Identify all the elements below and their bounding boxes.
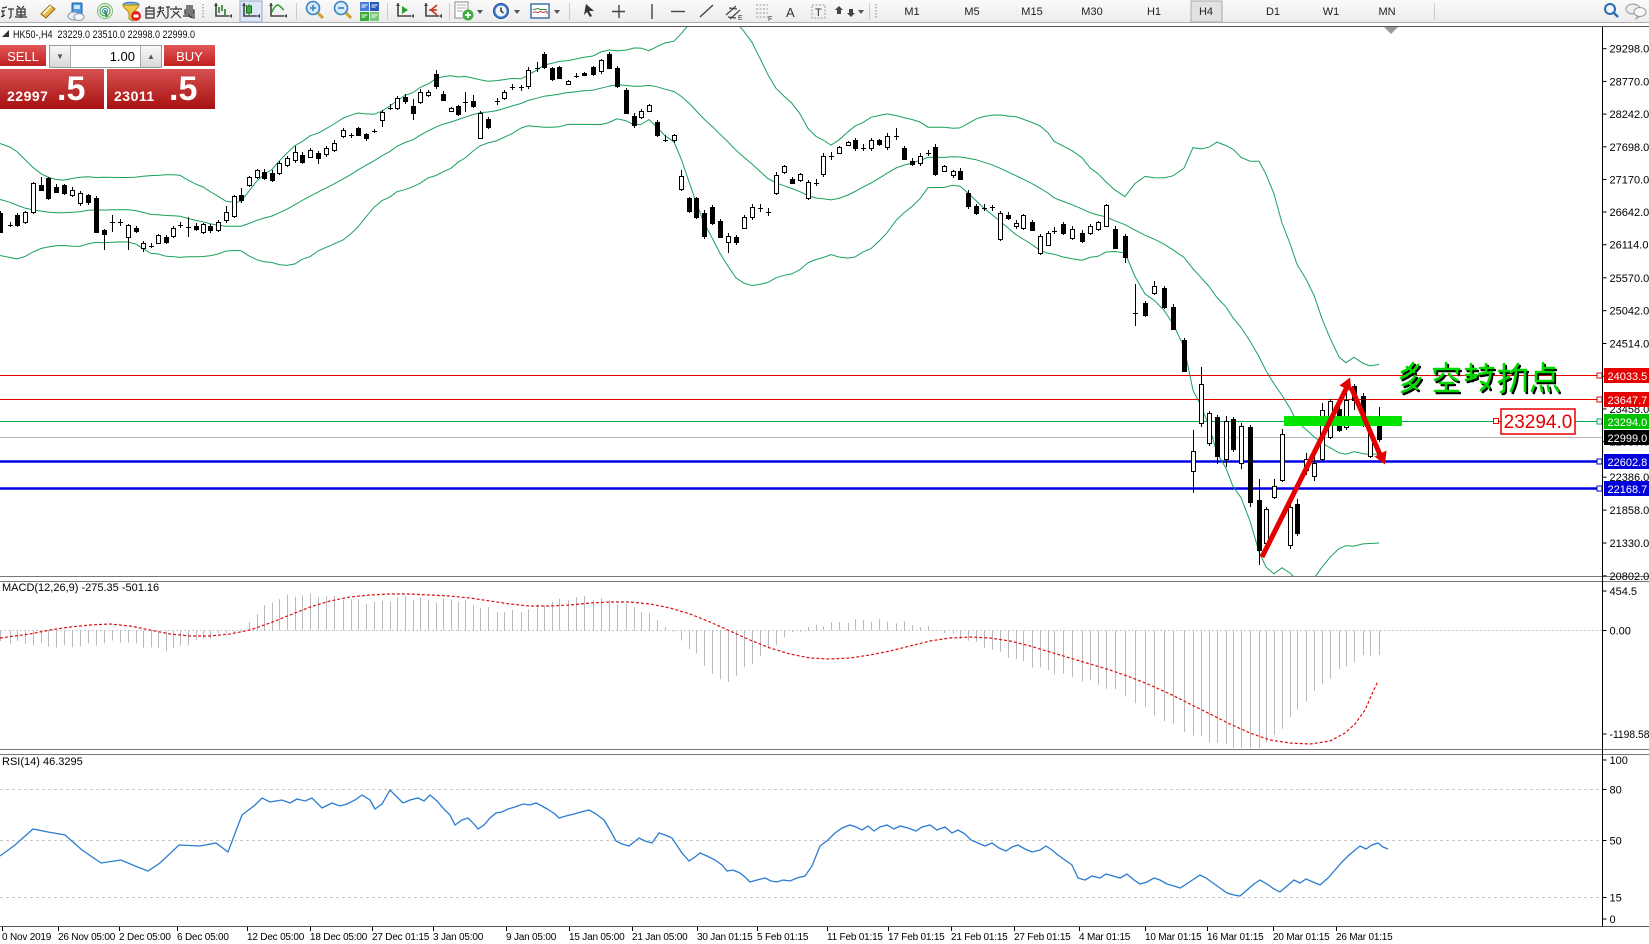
svg-text:454.5: 454.5 (1610, 586, 1638, 598)
svg-text:M5: M5 (964, 6, 979, 18)
svg-text:25042.0: 25042.0 (1610, 306, 1649, 318)
svg-text:100: 100 (1610, 755, 1628, 767)
svg-text:0 Nov 2019: 0 Nov 2019 (2, 932, 52, 943)
svg-text:24033.5: 24033.5 (1608, 371, 1648, 383)
svg-text:26642.0: 26642.0 (1610, 207, 1649, 219)
svg-text:21858.0: 21858.0 (1610, 505, 1649, 517)
svg-text:3 Jan 05:00: 3 Jan 05:00 (433, 932, 484, 943)
svg-text:0: 0 (1610, 914, 1616, 926)
svg-text:11 Feb 01:15: 11 Feb 01:15 (827, 932, 883, 943)
svg-text:W1: W1 (1323, 6, 1340, 18)
svg-text:5 Feb 01:15: 5 Feb 01:15 (757, 932, 809, 943)
svg-text:26 Nov 05:00: 26 Nov 05:00 (58, 932, 116, 943)
svg-text:27 Dec 01:15: 27 Dec 01:15 (372, 932, 430, 943)
svg-text:21 Jan 05:00: 21 Jan 05:00 (632, 932, 688, 943)
svg-text:H4: H4 (1199, 6, 1213, 18)
svg-text:T: T (815, 7, 822, 19)
svg-text:80: 80 (1610, 785, 1622, 797)
svg-text:28242.0: 28242.0 (1610, 109, 1649, 121)
svg-text:29298.0: 29298.0 (1610, 44, 1649, 56)
svg-text:22168.7: 22168.7 (1608, 484, 1648, 496)
svg-text:50: 50 (1610, 836, 1622, 848)
svg-text:20 Mar 01:15: 20 Mar 01:15 (1273, 932, 1330, 943)
svg-text:E: E (738, 15, 743, 22)
svg-text:4 Mar 01:15: 4 Mar 01:15 (1079, 932, 1131, 943)
svg-text:22602.8: 22602.8 (1608, 457, 1648, 469)
svg-text:9 Jan 05:00: 9 Jan 05:00 (506, 932, 557, 943)
svg-text:28770.0: 28770.0 (1610, 76, 1649, 88)
svg-text:D1: D1 (1266, 6, 1280, 18)
svg-text:27 Feb 01:15: 27 Feb 01:15 (1014, 932, 1071, 943)
svg-text:27698.0: 27698.0 (1610, 142, 1649, 154)
svg-text:27170.0: 27170.0 (1610, 174, 1649, 186)
svg-text:HK50-,H4 23229.0 23510.0 2299: HK50-,H4 23229.0 23510.0 22998.0 22999.0 (13, 29, 195, 41)
svg-text:16 Mar 01:15: 16 Mar 01:15 (1207, 932, 1264, 943)
svg-text:21330.0: 21330.0 (1610, 538, 1649, 550)
svg-text:15 Jan 05:00: 15 Jan 05:00 (569, 932, 625, 943)
svg-text:24514.0: 24514.0 (1610, 339, 1649, 351)
svg-text:26 Mar 01:15: 26 Mar 01:15 (1336, 932, 1393, 943)
svg-text:30 Jan 01:15: 30 Jan 01:15 (697, 932, 753, 943)
svg-text:H1: H1 (1147, 6, 1161, 18)
svg-text:23294.0: 23294.0 (1504, 412, 1573, 433)
svg-text:A: A (786, 5, 795, 20)
svg-text:M30: M30 (1081, 6, 1102, 18)
svg-text:21 Feb 01:15: 21 Feb 01:15 (951, 932, 1008, 943)
svg-text:MACD(12,26,9) -275.35 -501.16: MACD(12,26,9) -275.35 -501.16 (2, 582, 159, 594)
svg-text:22999.0: 22999.0 (1608, 433, 1648, 445)
svg-text:23294.0: 23294.0 (1608, 417, 1648, 429)
svg-text:0.00: 0.00 (1610, 626, 1631, 638)
svg-text:M15: M15 (1021, 6, 1042, 18)
svg-text:MN: MN (1378, 6, 1395, 18)
svg-text:F: F (768, 16, 772, 23)
svg-text:23647.7: 23647.7 (1608, 395, 1648, 407)
svg-text:17 Feb 01:15: 17 Feb 01:15 (888, 932, 945, 943)
svg-text:M1: M1 (904, 6, 919, 18)
svg-text:2 Dec 05:00: 2 Dec 05:00 (119, 932, 171, 943)
svg-text:25570.0: 25570.0 (1610, 273, 1649, 285)
svg-text:6 Dec 05:00: 6 Dec 05:00 (177, 932, 229, 943)
svg-text:RSI(14) 46.3295: RSI(14) 46.3295 (2, 756, 83, 768)
svg-text:26114.0: 26114.0 (1610, 240, 1649, 252)
svg-text:18 Dec 05:00: 18 Dec 05:00 (310, 932, 368, 943)
svg-text:15: 15 (1610, 893, 1622, 905)
svg-text:-1198.58: -1198.58 (1610, 729, 1649, 741)
svg-text:12 Dec 05:00: 12 Dec 05:00 (247, 932, 305, 943)
svg-text:20802.0: 20802.0 (1610, 571, 1649, 583)
svg-text:10 Mar 01:15: 10 Mar 01:15 (1145, 932, 1202, 943)
